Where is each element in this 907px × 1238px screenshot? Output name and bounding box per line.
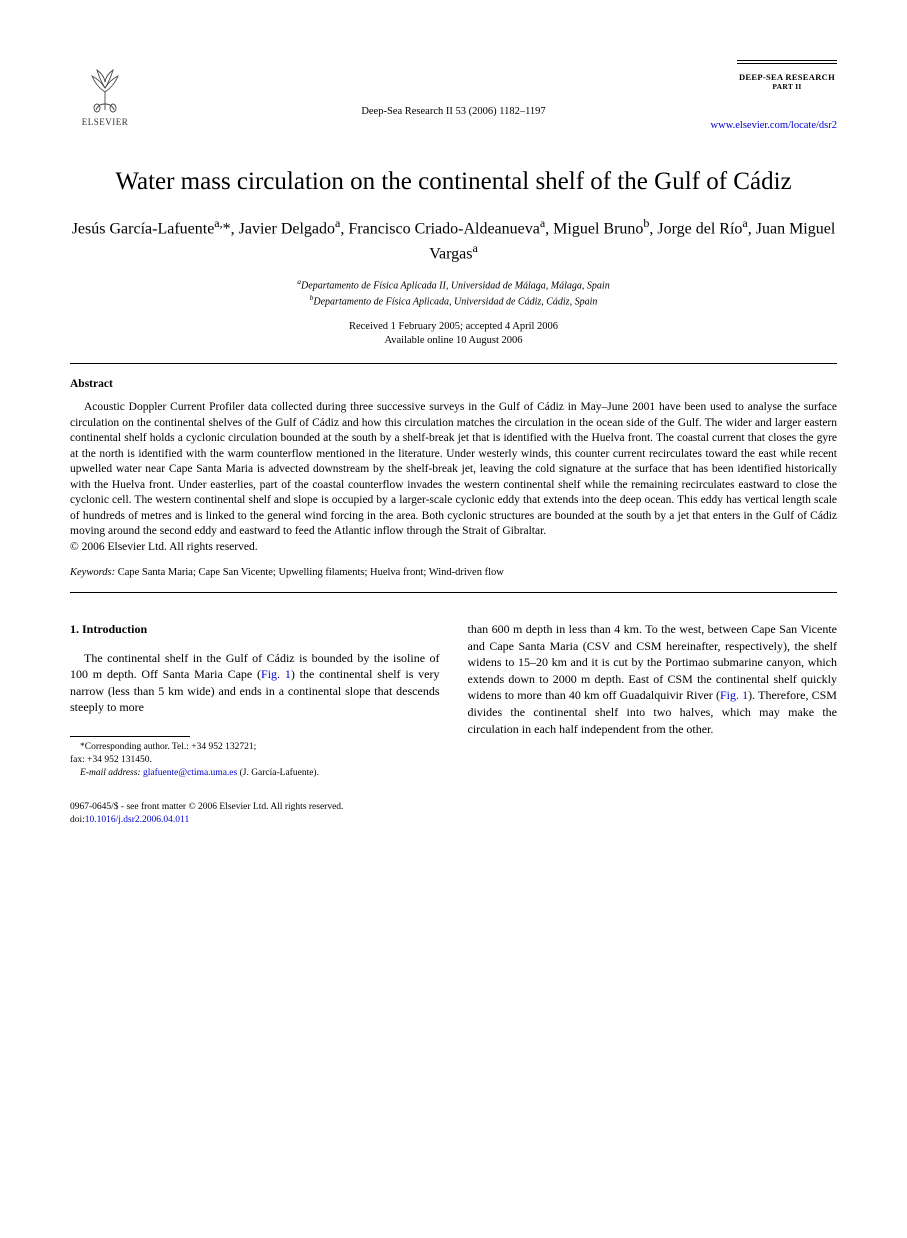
keywords-label: Keywords:	[70, 567, 115, 578]
intro-paragraph-right: than 600 m depth in less than 4 km. To t…	[468, 621, 838, 737]
issn-line: 0967-0645/$ - see front matter © 2006 El…	[70, 801, 837, 814]
figure-1-link-a[interactable]: Fig. 1	[261, 667, 291, 681]
publisher-name: ELSEVIER	[82, 117, 129, 127]
publisher-logo: ELSEVIER	[70, 60, 140, 138]
citation-line: Deep-Sea Research II 53 (2006) 1182–1197	[70, 106, 837, 117]
journal-url: www.elsevier.com/locate/dsr2	[70, 120, 837, 131]
footnote-separator	[70, 736, 190, 737]
abstract-heading: Abstract	[70, 378, 837, 390]
elsevier-tree-icon	[78, 60, 133, 115]
body-columns: 1. Introduction The continental shelf in…	[70, 621, 837, 779]
journal-box: DEEP-SEA RESEARCH PART II	[737, 60, 837, 91]
journal-box-name: DEEP-SEA RESEARCH	[737, 72, 837, 82]
article-dates: Received 1 February 2005; accepted 4 Apr…	[70, 320, 837, 349]
available-online-date: Available online 10 August 2006	[70, 334, 837, 349]
footer-info: 0967-0645/$ - see front matter © 2006 El…	[70, 801, 837, 827]
doi-link[interactable]: 10.1016/j.dsr2.2006.04.011	[85, 815, 189, 825]
journal-box-part: PART II	[737, 82, 837, 91]
intro-paragraph-left: The continental shelf in the Gulf of Cád…	[70, 650, 440, 716]
received-accepted-date: Received 1 February 2005; accepted 4 Apr…	[70, 320, 837, 335]
divider-bottom	[70, 592, 837, 593]
author-email-link[interactable]: glafuente@ctima.uma.es	[143, 768, 237, 778]
journal-url-link[interactable]: www.elsevier.com/locate/dsr2	[711, 120, 837, 131]
affiliations: aDepartamento de Física Aplicada II, Uni…	[70, 277, 837, 310]
article-title: Water mass circulation on the continenta…	[70, 166, 837, 197]
figure-1-link-b[interactable]: Fig. 1	[720, 688, 748, 702]
divider-top	[70, 363, 837, 364]
affiliation-b: bDepartamento de Física Aplicada, Univer…	[70, 293, 837, 309]
section-1-heading: 1. Introduction	[70, 621, 440, 638]
column-right: than 600 m depth in less than 4 km. To t…	[468, 621, 838, 779]
keywords-list: Cape Santa Maria; Cape San Vicente; Upwe…	[118, 567, 504, 578]
column-left: 1. Introduction The continental shelf in…	[70, 621, 440, 779]
keywords-line: Keywords: Cape Santa Maria; Cape San Vic…	[70, 567, 837, 578]
affiliation-a: aDepartamento de Física Aplicada II, Uni…	[70, 277, 837, 293]
doi-line: doi:10.1016/j.dsr2.2006.04.011	[70, 814, 837, 827]
corresponding-author-footnote: *Corresponding author. Tel.: +34 952 132…	[70, 741, 440, 779]
author-list: Jesús García-Lafuentea,*, Javier Delgado…	[70, 215, 837, 265]
abstract-body: Acoustic Doppler Current Profiler data c…	[70, 400, 837, 555]
copyright-line: © 2006 Elsevier Ltd. All rights reserved…	[70, 541, 258, 553]
